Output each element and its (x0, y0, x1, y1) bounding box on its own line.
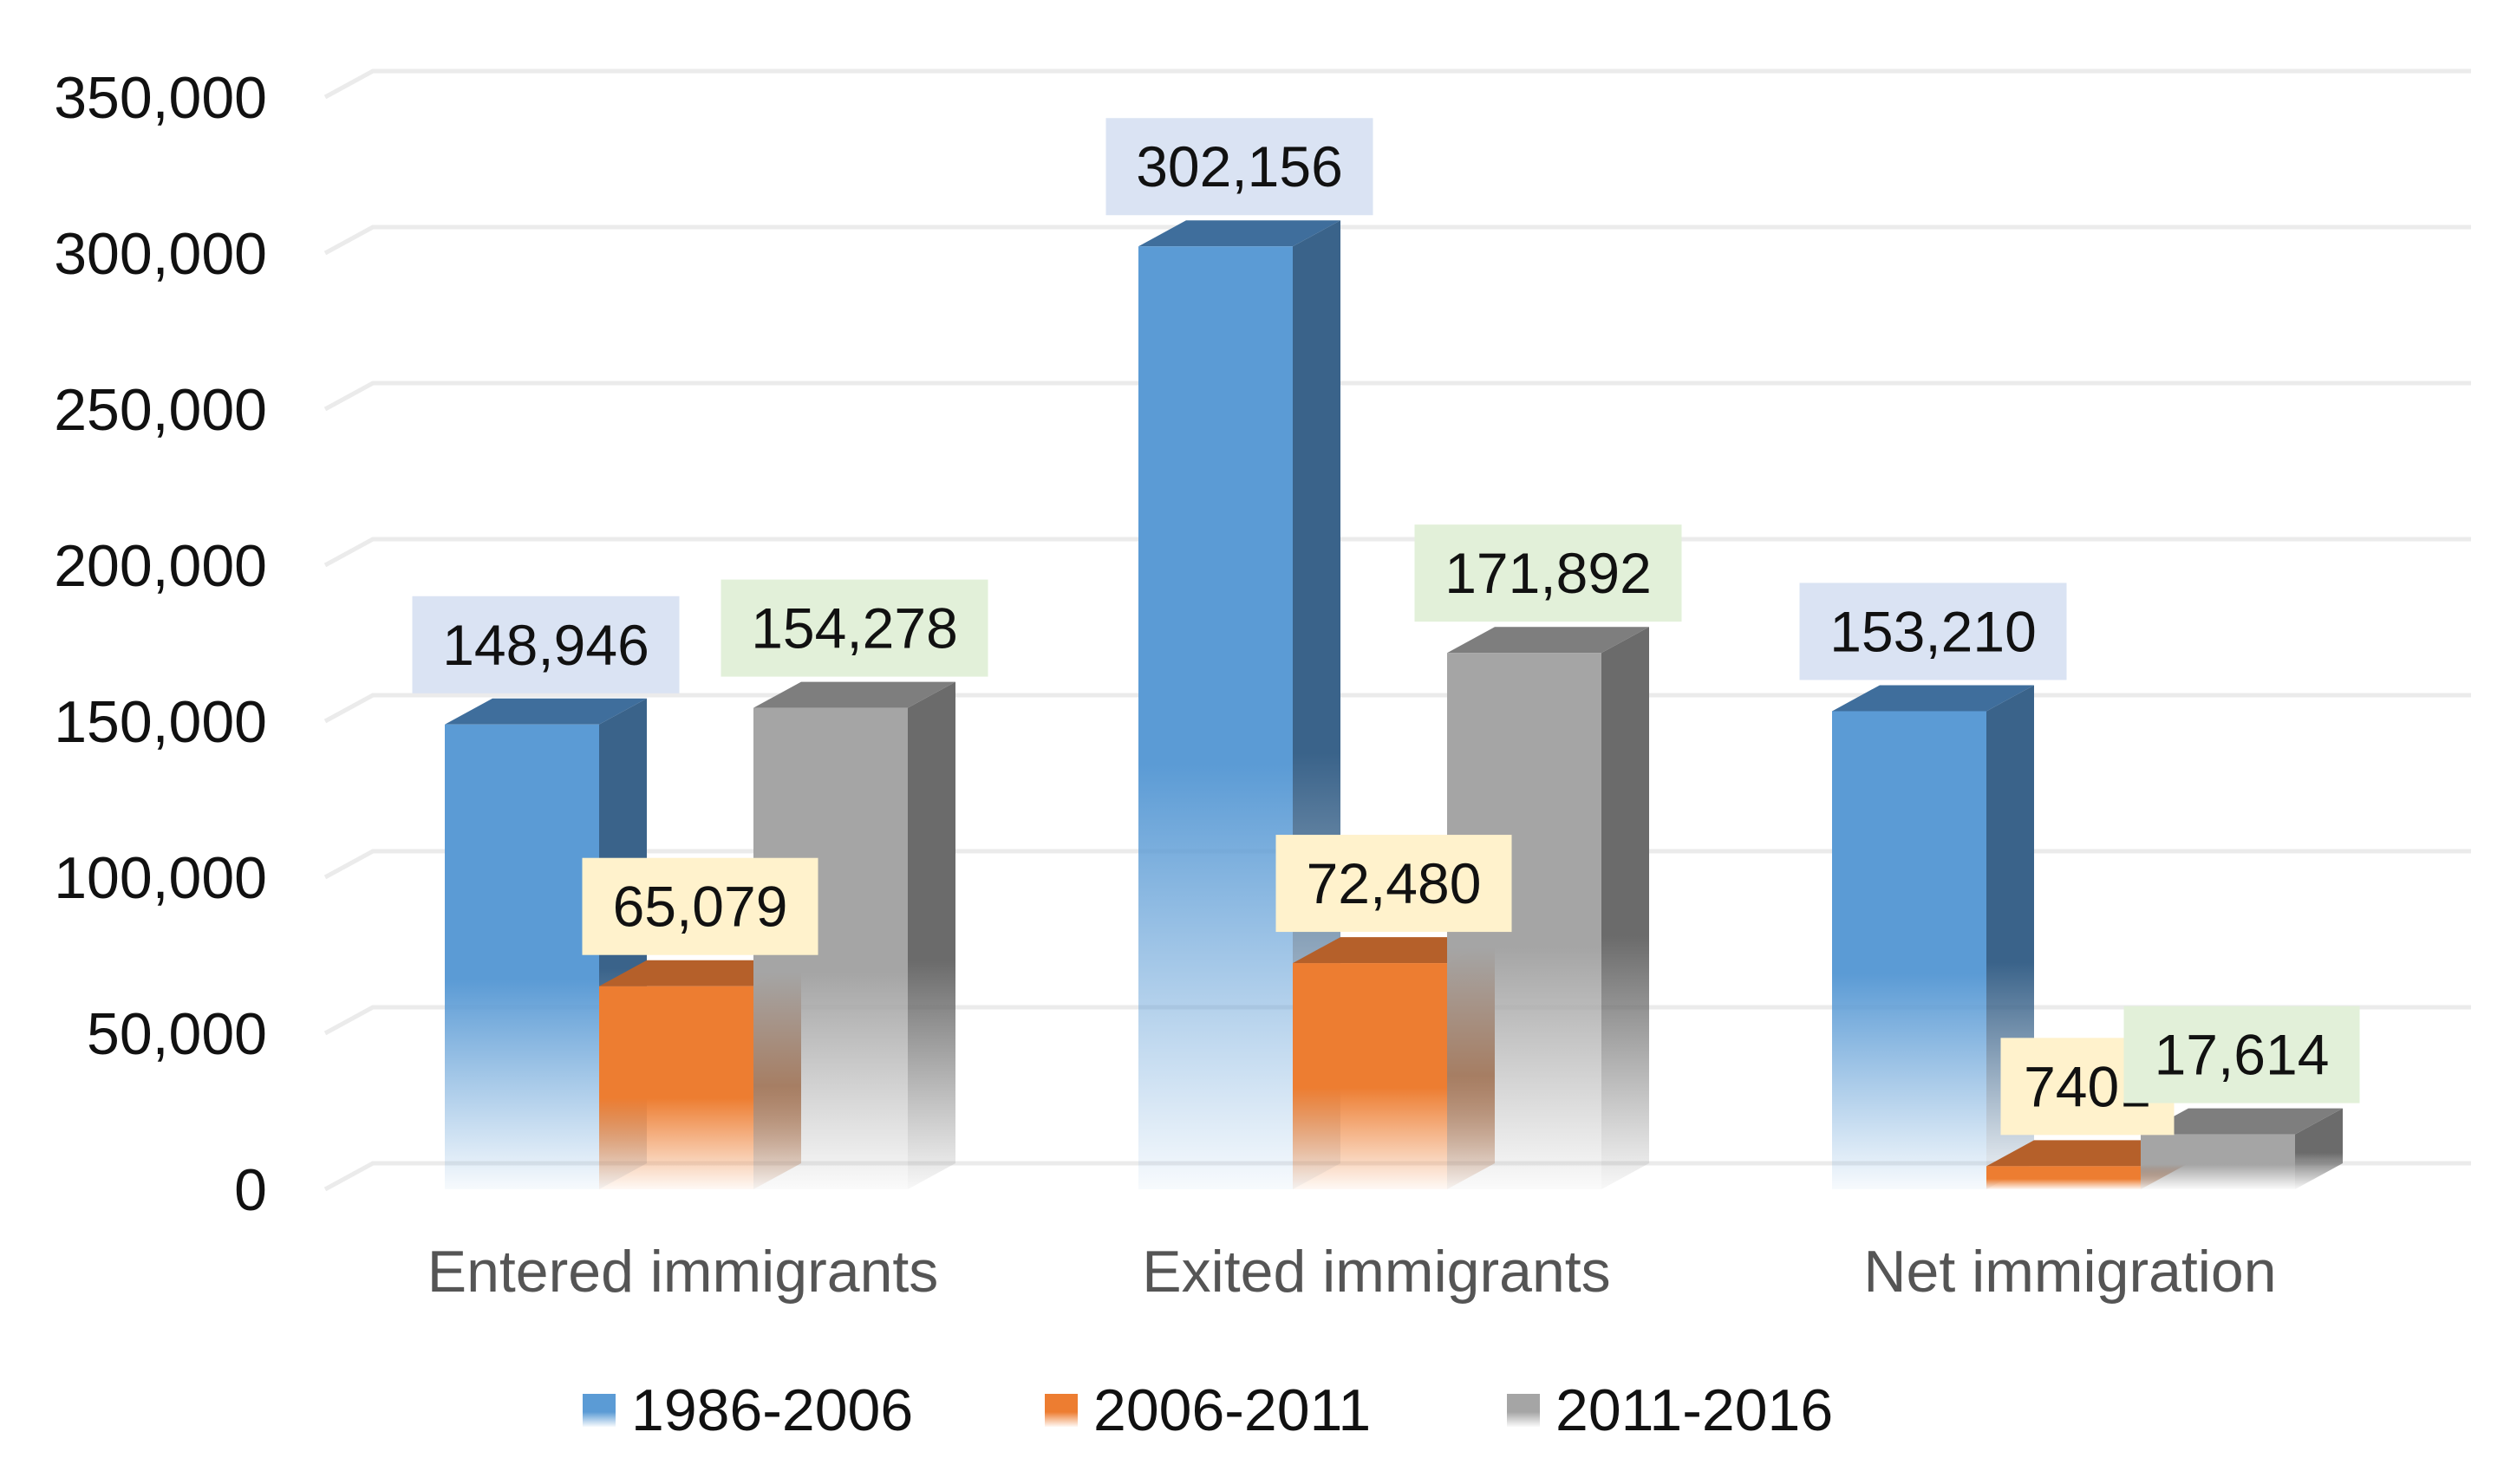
data-label-0-0: 148,946 (412, 596, 680, 693)
y-tick-label: 300,000 (54, 221, 267, 287)
gridline (323, 537, 2471, 568)
gridline (323, 381, 2471, 412)
bar-top (1138, 220, 1340, 247)
bar-top (1447, 627, 1649, 654)
data-label-box (582, 857, 818, 955)
legend-label: 2006-2011 (1093, 1377, 1371, 1443)
bar-top (753, 681, 955, 708)
data-label-box (1105, 118, 1373, 216)
data-label-0-2: 153,210 (1799, 583, 2067, 680)
gridline (323, 1161, 2471, 1192)
legend: 1986-2006 2006-2011 2011-2016 (583, 1377, 1833, 1443)
data-label-1-1: 72,480 (1275, 835, 1512, 933)
gridlines (323, 68, 2471, 1192)
bar-top (445, 698, 647, 725)
bar-1-2 (1986, 1140, 2188, 1189)
data-label-box (1275, 835, 1512, 933)
bar-0-0 (445, 698, 647, 1189)
bar-front (599, 986, 753, 1189)
legend-item-1: 2006-2011 (1045, 1377, 1371, 1443)
y-axis: 0 50,000 100,000 150,000 200,000 250,000 300,0… (54, 65, 267, 1223)
data-label-2-1: 171,892 (1414, 524, 1682, 622)
data-label-box (1799, 583, 2067, 680)
bar-top (599, 960, 801, 986)
gridline (323, 1005, 2471, 1036)
legend-item-2: 2011-2016 (1507, 1377, 1833, 1443)
category-label: Exited immigrants (1142, 1239, 1610, 1305)
legend-label: 1986-2006 (631, 1377, 913, 1443)
data-label-0-1: 302,156 (1105, 118, 1373, 216)
gridline (323, 849, 2471, 880)
legend-swatch (1507, 1394, 1540, 1427)
gridline (323, 693, 2471, 724)
category-label: Entered immigrants (427, 1239, 939, 1305)
data-label-text: 302,156 (1136, 134, 1343, 199)
bar-2-2 (2141, 1108, 2343, 1189)
data-label-box (2123, 1006, 2360, 1103)
bar-side (1601, 627, 1649, 1189)
y-tick-label: 50,000 (87, 1001, 267, 1067)
y-tick-label: 0 (234, 1157, 267, 1223)
gridline (323, 225, 2471, 256)
bar-front (1986, 1166, 2141, 1189)
bar-top (2141, 1108, 2343, 1135)
bar-top (1293, 937, 1495, 964)
legend-swatch (1045, 1394, 1078, 1427)
x-axis: Entered immigrants Exited immigrants Net i… (427, 1239, 2277, 1305)
bar-front (1138, 246, 1293, 1189)
data-label-2-0: 154,278 (721, 579, 988, 677)
bar-top (1832, 685, 2034, 712)
data-label-text: 171,892 (1444, 541, 1652, 605)
data-label-text: 154,278 (751, 596, 958, 661)
bar-front (1293, 963, 1447, 1189)
legend-label: 2011-2016 (1555, 1377, 1833, 1443)
data-label-text: 153,210 (1829, 599, 2037, 663)
bar-top (1986, 1140, 2188, 1167)
bar-0-1 (1138, 220, 1340, 1189)
data-label-text: 148,946 (442, 613, 649, 677)
y-tick-label: 150,000 (54, 689, 267, 755)
data-label-text: 65,079 (613, 875, 788, 939)
legend-swatch (583, 1394, 616, 1427)
legend-item-0: 1986-2006 (583, 1377, 913, 1443)
y-tick-label: 200,000 (54, 533, 267, 599)
y-tick-label: 250,000 (54, 377, 267, 443)
data-label-text: 72,480 (1307, 851, 1482, 915)
bar-front (1832, 711, 1986, 1189)
category-label: Net immigration (1863, 1239, 2276, 1305)
data-label-box (721, 579, 988, 677)
bar-side (908, 681, 955, 1189)
bar-front (2141, 1134, 2295, 1189)
y-tick-label: 350,000 (54, 65, 267, 131)
y-tick-label: 100,000 (54, 845, 267, 911)
data-label-1-0: 65,079 (582, 857, 818, 955)
data-label-box (412, 596, 680, 693)
data-label-box (1414, 524, 1682, 622)
bar-side (2295, 1108, 2343, 1189)
data-label-2-2: 17,614 (2123, 1006, 2360, 1103)
data-labels: 148,946 65,079 154,278 302,156 72,480 171,892… (412, 118, 2360, 1136)
gridline (323, 68, 2471, 100)
bar-front (445, 724, 599, 1189)
data-label-text: 17,614 (2155, 1023, 2330, 1087)
